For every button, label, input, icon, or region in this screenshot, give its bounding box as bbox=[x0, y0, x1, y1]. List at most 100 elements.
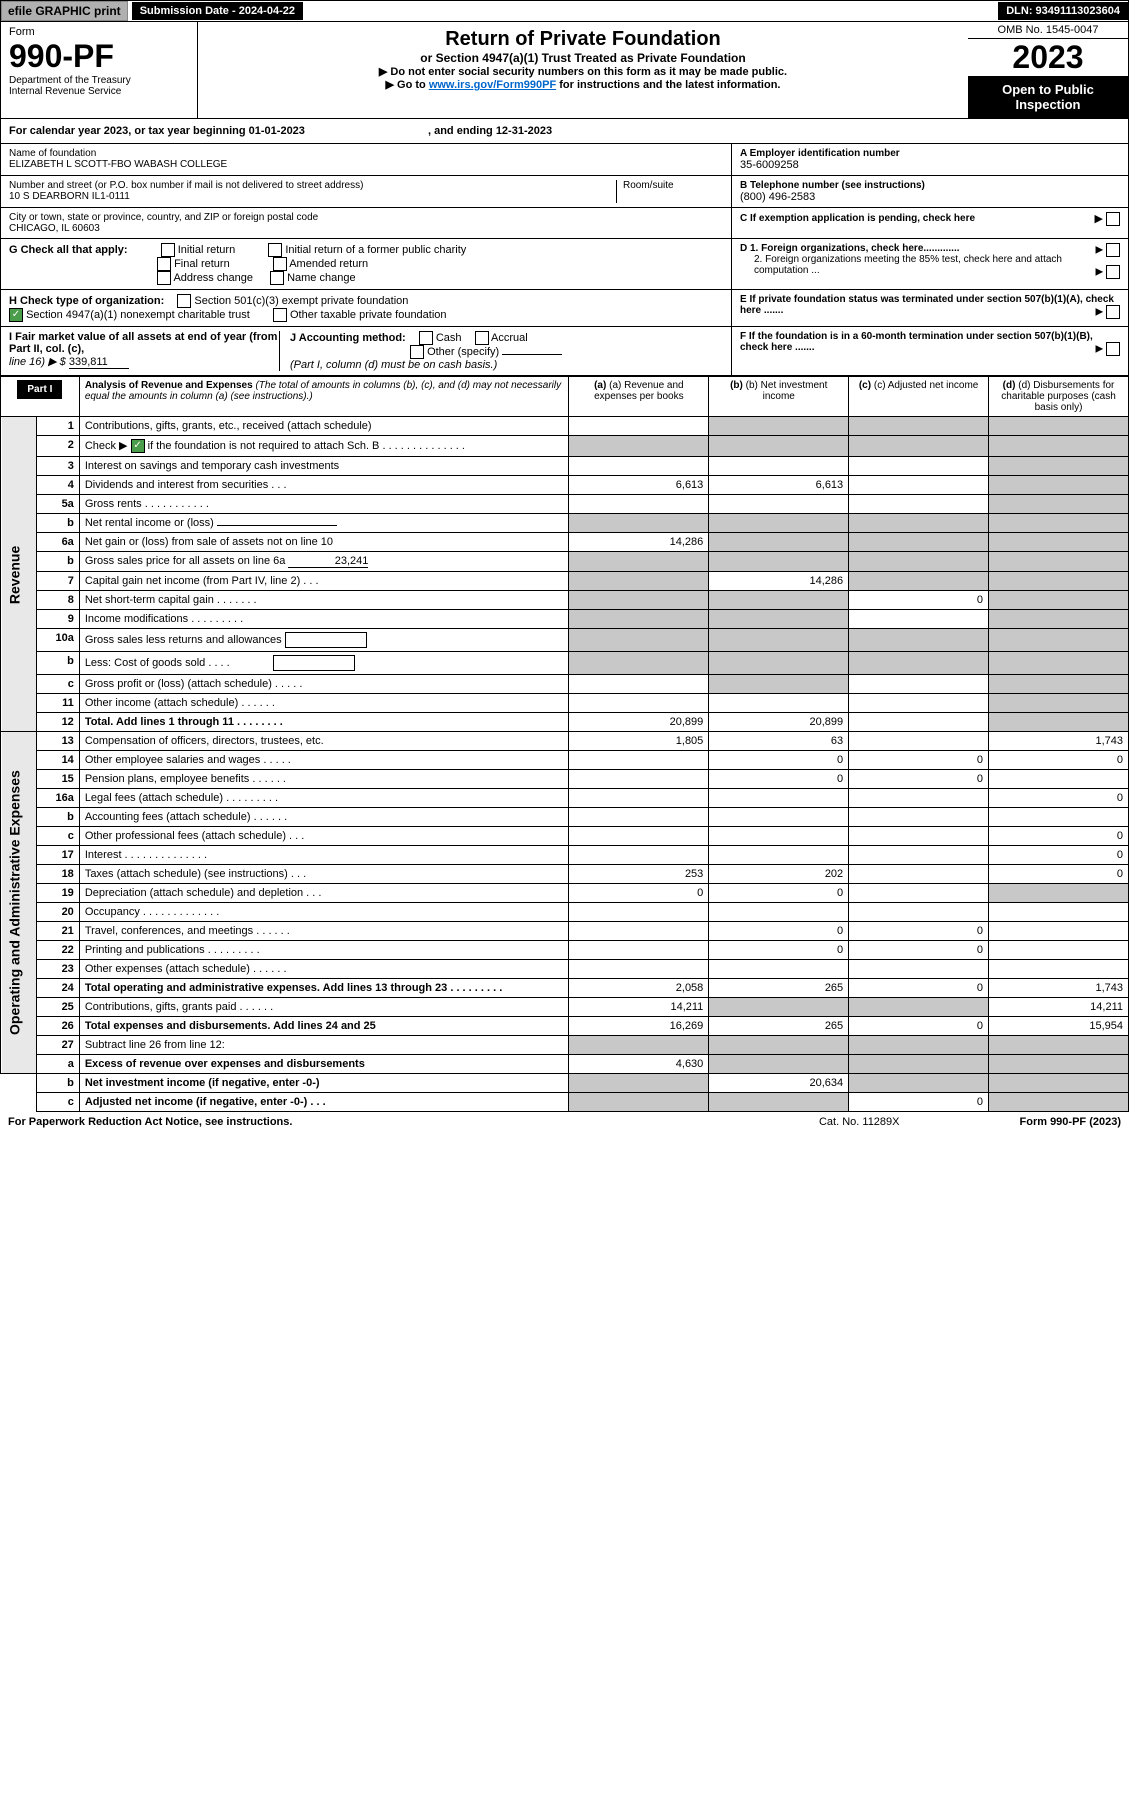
r26-n: 26 bbox=[36, 1017, 79, 1036]
phone: (800) 496-2583 bbox=[740, 191, 1120, 203]
r27a-a: 4,630 bbox=[569, 1055, 709, 1074]
r26-b: 265 bbox=[709, 1017, 849, 1036]
r21-n: 21 bbox=[36, 922, 79, 941]
r23-d: Other expenses (attach schedule) . . . .… bbox=[79, 960, 569, 979]
r27c-n: c bbox=[36, 1093, 79, 1112]
form-title: Return of Private Foundation bbox=[204, 28, 962, 51]
h-4947: Section 4947(a)(1) nonexempt charitable … bbox=[26, 309, 250, 321]
r9-n: 9 bbox=[36, 610, 79, 629]
g-final: Final return bbox=[174, 258, 230, 270]
g-initial-public-checkbox[interactable] bbox=[268, 243, 282, 257]
g-amended: Amended return bbox=[289, 258, 368, 270]
r14-c: 0 bbox=[849, 751, 989, 770]
calendar-year-row: For calendar year 2023, or tax year begi… bbox=[0, 119, 1129, 144]
r27a-d: Excess of revenue over expenses and disb… bbox=[79, 1055, 569, 1074]
g-amended-checkbox[interactable] bbox=[273, 257, 287, 271]
h-other-checkbox[interactable] bbox=[273, 308, 287, 322]
f-checkbox[interactable] bbox=[1106, 342, 1120, 356]
r8-c: 0 bbox=[849, 591, 989, 610]
j-accrual-checkbox[interactable] bbox=[475, 331, 489, 345]
r25-a: 14,211 bbox=[569, 998, 709, 1017]
g-name-checkbox[interactable] bbox=[270, 271, 284, 285]
cal-begin: For calendar year 2023, or tax year begi… bbox=[9, 125, 305, 137]
open-pub1: Open to Public bbox=[974, 82, 1122, 97]
d2-label: 2. Foreign organizations meeting the 85%… bbox=[754, 254, 1062, 276]
r18-n: 18 bbox=[36, 865, 79, 884]
r21-d: Travel, conferences, and meetings . . . … bbox=[79, 922, 569, 941]
r6b-v: 23,241 bbox=[288, 555, 368, 568]
ein: 35-6009258 bbox=[740, 159, 1120, 171]
r20-d: Occupancy . . . . . . . . . . . . . bbox=[79, 903, 569, 922]
r10b-n: b bbox=[36, 652, 79, 675]
j-cash-checkbox[interactable] bbox=[419, 331, 433, 345]
address: 10 S DEARBORN IL1-0111 bbox=[9, 191, 616, 202]
col-a: (a) Revenue and expenses per books bbox=[594, 380, 684, 402]
h-501-checkbox[interactable] bbox=[177, 294, 191, 308]
r12-d: Total. Add lines 1 through 11 . . . . . … bbox=[79, 713, 569, 732]
r13-n: 13 bbox=[36, 732, 79, 751]
g-address-checkbox[interactable] bbox=[157, 271, 171, 285]
r5a-d: Gross rents . . . . . . . . . . . bbox=[79, 495, 569, 514]
r22-n: 22 bbox=[36, 941, 79, 960]
r16c-n: c bbox=[36, 827, 79, 846]
r24-n: 24 bbox=[36, 979, 79, 998]
r21-b: 0 bbox=[709, 922, 849, 941]
f-label: F If the foundation is in a 60-month ter… bbox=[740, 331, 1093, 353]
revenue-label: Revenue bbox=[1, 417, 37, 732]
r26-dd: 15,954 bbox=[989, 1017, 1129, 1036]
r8-n: 8 bbox=[36, 591, 79, 610]
r16a-d: Legal fees (attach schedule) . . . . . .… bbox=[79, 789, 569, 808]
c-checkbox[interactable] bbox=[1106, 212, 1120, 226]
r27b-n: b bbox=[36, 1074, 79, 1093]
r3-d: Interest on savings and temporary cash i… bbox=[79, 457, 569, 476]
j-accrual: Accrual bbox=[491, 332, 528, 344]
r16a-n: 16a bbox=[36, 789, 79, 808]
r22-c: 0 bbox=[849, 941, 989, 960]
r16c-d: Other professional fees (attach schedule… bbox=[79, 827, 569, 846]
r12-b: 20,899 bbox=[709, 713, 849, 732]
footer-right: Form 990-PF (2023) bbox=[1020, 1116, 1122, 1128]
g-initial: Initial return bbox=[178, 244, 235, 256]
d1-checkbox[interactable] bbox=[1106, 243, 1120, 257]
note2-pre: ▶ Go to bbox=[386, 79, 429, 91]
g-final-checkbox[interactable] bbox=[157, 257, 171, 271]
j-other: Other (specify) bbox=[427, 346, 499, 358]
r4-b: 6,613 bbox=[709, 476, 849, 495]
g-initial-checkbox[interactable] bbox=[161, 243, 175, 257]
r13-d: Compensation of officers, directors, tru… bbox=[79, 732, 569, 751]
r21-c: 0 bbox=[849, 922, 989, 941]
r12-a: 20,899 bbox=[569, 713, 709, 732]
r19-b: 0 bbox=[709, 884, 849, 903]
r9-d: Income modifications . . . . . . . . . bbox=[79, 610, 569, 629]
col-b: (b) Net investment income bbox=[746, 380, 828, 402]
r13-d-val: 1,743 bbox=[989, 732, 1129, 751]
r4-d: Dividends and interest from securities .… bbox=[79, 476, 569, 495]
col-d: (d) Disbursements for charitable purpose… bbox=[1001, 380, 1116, 413]
e-label: E If private foundation status was termi… bbox=[740, 294, 1114, 316]
r5a-n: 5a bbox=[36, 495, 79, 514]
dln: DLN: 93491113023604 bbox=[998, 2, 1128, 20]
r27c-d: Adjusted net income (if negative, enter … bbox=[79, 1093, 569, 1112]
part1-table: Part I Analysis of Revenue and Expenses … bbox=[0, 376, 1129, 1112]
form-header: Form 990-PF Department of the Treasury I… bbox=[0, 22, 1129, 119]
col-c: (c) Adjusted net income bbox=[874, 380, 979, 391]
d1-label: D 1. Foreign organizations, check here..… bbox=[740, 243, 960, 254]
r6a-n: 6a bbox=[36, 533, 79, 552]
r14-b: 0 bbox=[709, 751, 849, 770]
r13-b: 63 bbox=[709, 732, 849, 751]
h-other: Other taxable private foundation bbox=[290, 309, 447, 321]
j-other-checkbox[interactable] bbox=[410, 345, 424, 359]
r8-d: Net short-term capital gain . . . . . . … bbox=[79, 591, 569, 610]
r27b-b: 20,634 bbox=[709, 1074, 849, 1093]
r24-dd: 1,743 bbox=[989, 979, 1129, 998]
e-checkbox[interactable] bbox=[1106, 305, 1120, 319]
irs: Internal Revenue Service bbox=[9, 86, 189, 97]
r2-checkbox[interactable] bbox=[131, 439, 145, 453]
r19-a: 0 bbox=[569, 884, 709, 903]
irs-link[interactable]: www.irs.gov/Form990PF bbox=[429, 79, 556, 91]
r2-n: 2 bbox=[36, 436, 79, 457]
efile-print-button[interactable]: efile GRAPHIC print bbox=[1, 1, 128, 21]
h-4947-checkbox[interactable] bbox=[9, 308, 23, 322]
r26-d: Total expenses and disbursements. Add li… bbox=[79, 1017, 569, 1036]
d2-checkbox[interactable] bbox=[1106, 265, 1120, 279]
